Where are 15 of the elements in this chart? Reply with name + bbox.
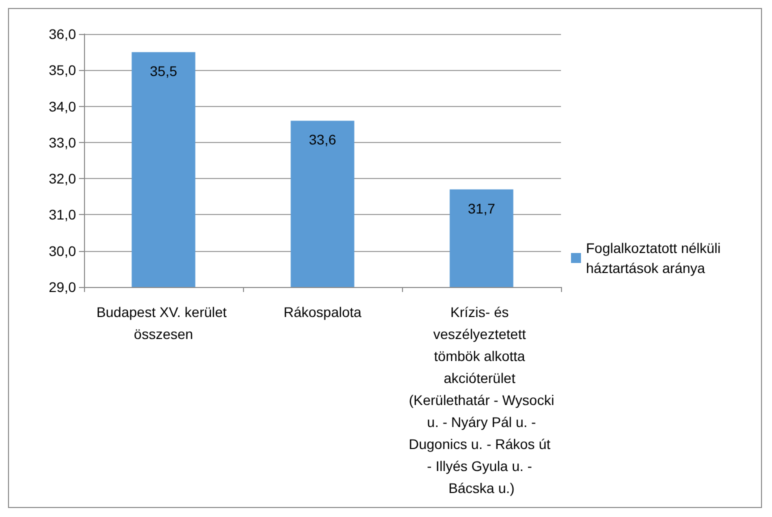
category-label: Krízis- és veszélyeztetett tömbök alkotta akcióterület (Kerülethatár - Wysocki u. - Nyáry Pál u. - Dugonics u. - Rákos út - Illyés Gyula u. - Bácska u.) bbox=[408, 304, 554, 496]
y-tick-label: 34,0 bbox=[48, 98, 76, 114]
x-tick-label: Budapest XV. kerület összesen bbox=[96, 304, 231, 342]
data-label: 31,7 bbox=[468, 200, 496, 216]
data-label: 33,6 bbox=[308, 132, 336, 148]
y-tick-label: 30,0 bbox=[48, 242, 76, 259]
y-tick-label: 32,0 bbox=[48, 170, 76, 187]
y-tick-label: 35,0 bbox=[48, 62, 76, 78]
y-tick-label: 29,0 bbox=[48, 279, 76, 295]
y-tick-label: 36,0 bbox=[48, 26, 76, 42]
data-label: 35,5 bbox=[150, 63, 178, 80]
y-tick-label: 31,0 bbox=[48, 206, 76, 223]
y-tick-label: 33,0 bbox=[48, 134, 76, 150]
legend-label: Foglalkoztatott nélküli háztartások aránya bbox=[586, 240, 725, 276]
x-tick-label: Rákospalota bbox=[284, 304, 362, 320]
